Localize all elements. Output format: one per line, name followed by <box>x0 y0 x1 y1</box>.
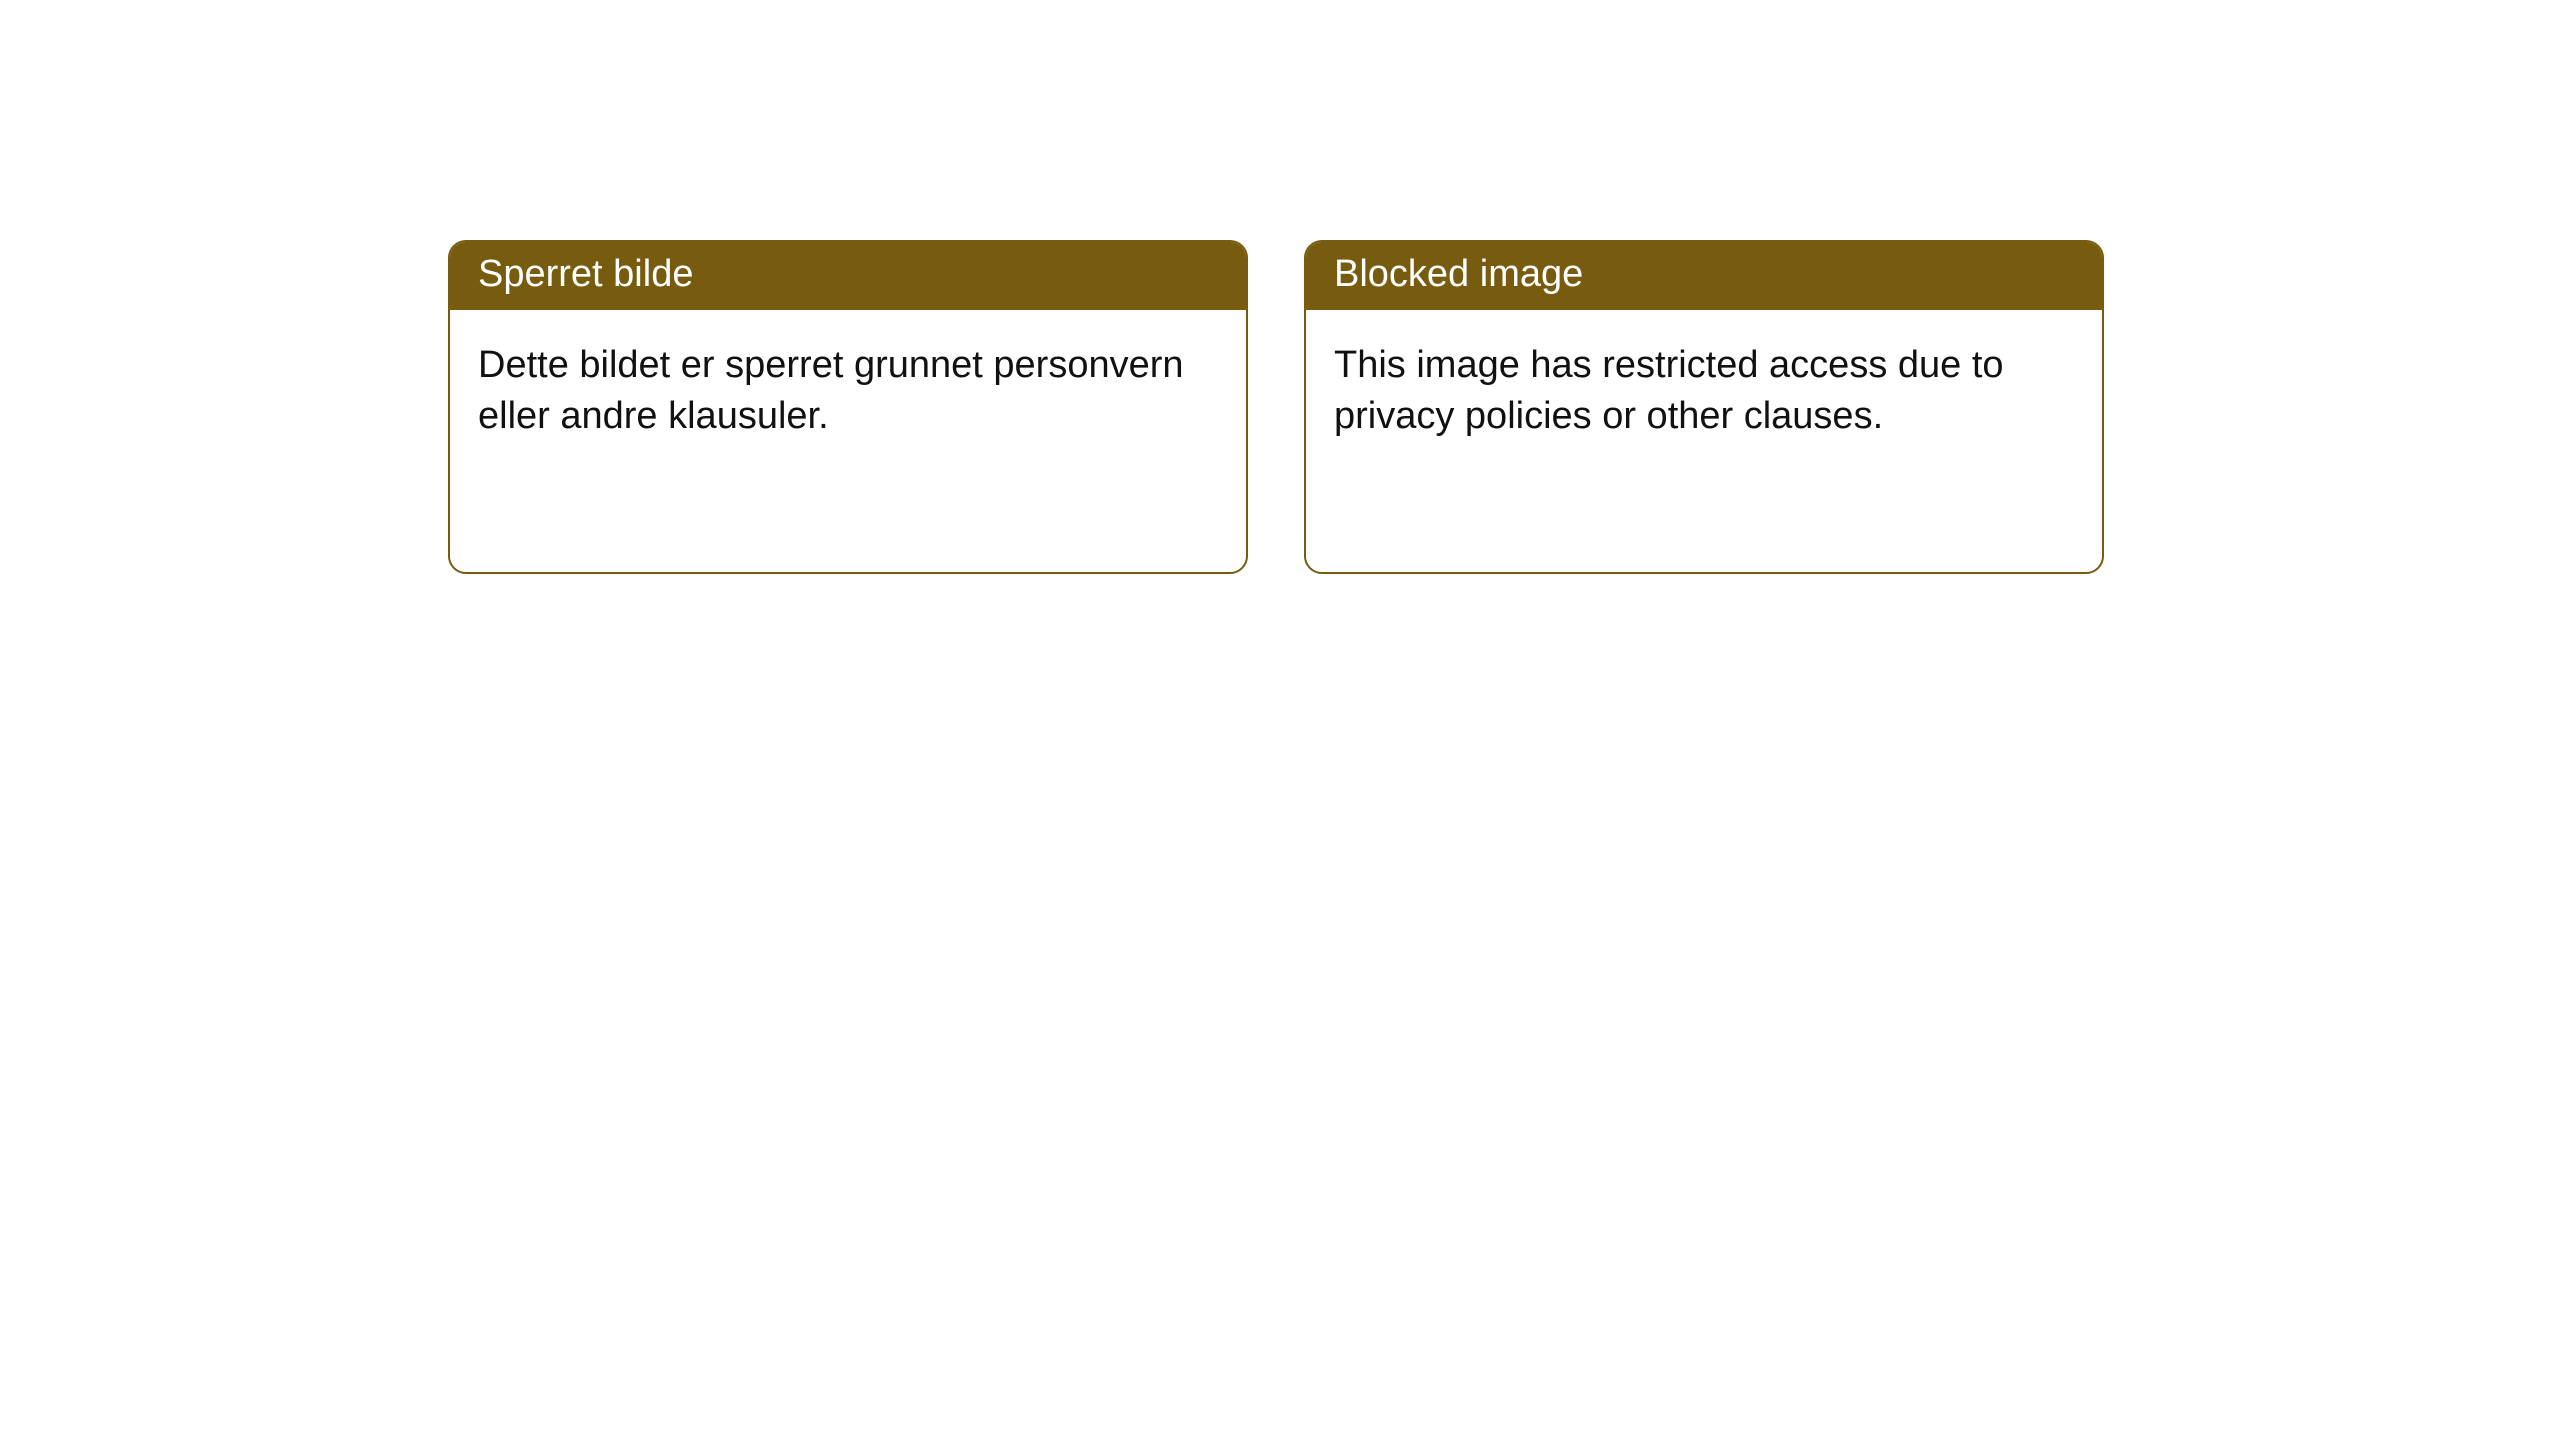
notice-body-en: This image has restricted access due to … <box>1306 310 2102 572</box>
notice-title-no: Sperret bilde <box>450 242 1246 310</box>
notice-title-en: Blocked image <box>1306 242 2102 310</box>
notice-card-no: Sperret bilde Dette bildet er sperret gr… <box>448 240 1248 574</box>
notice-body-no: Dette bildet er sperret grunnet personve… <box>450 310 1246 572</box>
notice-container: Sperret bilde Dette bildet er sperret gr… <box>0 0 2560 574</box>
notice-card-en: Blocked image This image has restricted … <box>1304 240 2104 574</box>
